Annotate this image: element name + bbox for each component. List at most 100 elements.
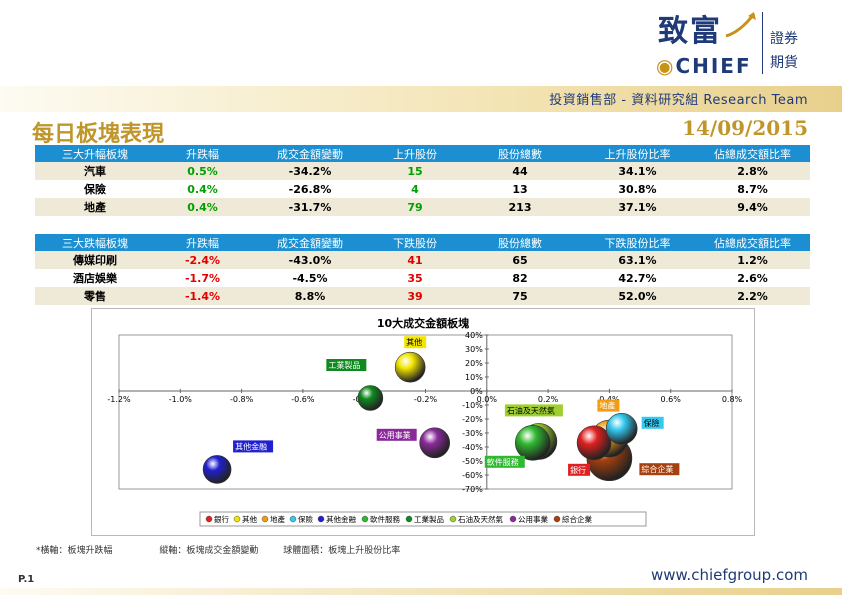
y-tick-label: -40%	[462, 443, 483, 452]
y-tick-label: -50%	[462, 457, 483, 466]
bottom-band	[0, 588, 842, 595]
table-cell: -43.0%	[250, 251, 370, 269]
table-cell: -26.8%	[250, 180, 370, 198]
legend-entry: 地產	[270, 514, 285, 524]
table-cell: 42.7%	[580, 269, 695, 287]
top-losers-body: 傳媒印刷 -2.4% -43.0% 41 65 63.1% 1.2% 酒店娛樂 -1.7% -4.…	[35, 251, 810, 305]
bubble-label: 綜合企業	[641, 464, 673, 474]
table-cell: 0.4%	[155, 198, 250, 216]
y-tick-label: -70%	[462, 485, 483, 494]
footnote: *橫軸：板塊升跌幅 縱軸：板塊成交金額變動 球體面積：板塊上升股份比率	[36, 543, 422, 556]
table-cell: 1.2%	[695, 251, 810, 269]
chart-legend: 銀行 其他 地產 保險 其他金融 軟件服務 工業製品 石油及天然氣 公用事業 綜合企業	[205, 514, 592, 524]
legend-marker	[261, 515, 269, 523]
top_gainers-col-header: 成交金額變動	[250, 145, 370, 162]
logo-chinese: 致富	[658, 14, 722, 49]
table-cell: 41	[370, 251, 460, 269]
table-cell: 79	[370, 198, 460, 216]
bubble-label-box	[376, 428, 417, 441]
table-cell: 零售	[35, 287, 155, 305]
legend-entry: 公用事業	[518, 514, 548, 524]
x-tick-label: 0.0%	[477, 395, 498, 404]
top_losers-col-header: 成交金額變動	[250, 234, 370, 251]
table-cell: 34.1%	[580, 162, 695, 180]
bubble-label: 軟件服務	[487, 457, 519, 467]
table-cell: -31.7%	[250, 198, 370, 216]
table-row: 汽車 0.5% -34.2% 15 44 34.1% 2.8%	[35, 162, 810, 180]
table-cell: 2.2%	[695, 287, 810, 305]
top_gainers-col-header: 上升股份	[370, 145, 460, 162]
table-cell: -4.5%	[250, 269, 370, 287]
top_gainers-col-header: 上升股份比率	[580, 145, 695, 162]
logo-futures: 期貨	[770, 55, 798, 71]
top_gainers-col-header: 股份總數	[460, 145, 580, 162]
top_losers-col-header: 股份總數	[460, 234, 580, 251]
page-number: P.1	[18, 574, 35, 585]
legend-entry: 銀行	[214, 514, 229, 524]
bubble-label-box	[597, 399, 620, 412]
table-cell: 0.5%	[155, 162, 250, 180]
top_gainers-col-header: 升跌幅	[155, 145, 250, 162]
table-cell: 酒店娛樂	[35, 269, 155, 287]
table-cell: 4	[370, 180, 460, 198]
chart-title: 10大成交金額板塊	[377, 316, 469, 330]
bubble-label-box	[504, 404, 563, 417]
table-cell: 39	[370, 287, 460, 305]
department-label: 投資銷售部 - 資料研究組 Research Team	[549, 93, 808, 108]
footnote-bubble: 球體面積：板塊上升股份比率	[283, 546, 401, 556]
top_losers-col-header: 佔總成交額比率	[695, 234, 810, 251]
bubble-label: 工業製品	[328, 360, 360, 370]
bubble-label-box	[484, 455, 525, 468]
table-cell: 2.8%	[695, 162, 810, 180]
top_losers-col-header: 下跌股份	[370, 234, 460, 251]
bubble-label-box	[639, 463, 680, 476]
legend-entry: 保險	[298, 514, 313, 524]
legend-entry: 工業製品	[414, 514, 444, 524]
page-title: 每日板塊表現	[32, 121, 165, 147]
top-losers-header: 三大跌幅板塊 升跌幅 成交金額變動 下跌股份 股份總數 下跌股份比率 佔總成交額比率	[35, 234, 810, 251]
top-gainers-table: 三大升幅板塊 升跌幅 成交金額變動 上升股份 股份總數 上升股份比率 佔總成交額比率 汽車 0…	[35, 145, 810, 216]
legend-marker	[361, 515, 369, 523]
table-cell: 9.4%	[695, 198, 810, 216]
top_losers-col-header: 升跌幅	[155, 234, 250, 251]
top_gainers-col-header: 佔總成交額比率	[695, 145, 810, 162]
table-row: 零售 -1.4% 8.8% 39 75 52.0% 2.2%	[35, 287, 810, 305]
table-cell: 37.1%	[580, 198, 695, 216]
bubble	[605, 413, 638, 445]
y-tick-label: 10%	[465, 373, 483, 382]
logo-brand: ◉CHIEF	[656, 54, 752, 78]
header-band: 投資銷售部 - 資料研究組 Research Team	[0, 86, 842, 112]
page-date: 14/09/2015	[682, 116, 808, 140]
table-cell: 8.7%	[695, 180, 810, 198]
table-cell: -34.2%	[250, 162, 370, 180]
x-tick-label: -1.2%	[107, 395, 131, 404]
bubble-label: 保險	[644, 418, 660, 428]
legend-marker	[233, 515, 241, 523]
logo-divider	[762, 12, 763, 74]
x-tick-label: 0.4%	[599, 395, 620, 404]
bubble-label-box	[568, 463, 591, 476]
legend-entry: 其他金融	[326, 514, 356, 524]
table-cell: 30.8%	[580, 180, 695, 198]
bubble-label-box	[404, 336, 427, 349]
legend-marker	[405, 515, 413, 523]
legend-entry: 其他	[242, 514, 257, 524]
bubble	[202, 455, 232, 484]
website-link[interactable]: www.chiefgroup.com	[651, 566, 808, 584]
table-row: 傳媒印刷 -2.4% -43.0% 41 65 63.1% 1.2%	[35, 251, 810, 269]
top_losers-col-header: 下跌股份比率	[580, 234, 695, 251]
legend-marker	[289, 515, 297, 523]
x-tick-label: 0.2%	[538, 395, 559, 404]
table-cell: 8.8%	[250, 287, 370, 305]
y-tick-label: -10%	[462, 401, 483, 410]
bubble-chart: 10大成交金額板塊-1.2%-1.0%-0.8%-0.6%-0.4%-0.2%0…	[91, 308, 755, 536]
legend-marker	[509, 515, 517, 523]
legend-marker	[449, 515, 457, 523]
bubble-label: 公用事業	[379, 430, 411, 440]
bubble	[419, 427, 450, 459]
legend-marker	[205, 515, 213, 523]
y-tick-label: 0%	[470, 387, 483, 396]
bubble	[576, 425, 612, 461]
table-cell: 13	[460, 180, 580, 198]
table-cell: 63.1%	[580, 251, 695, 269]
